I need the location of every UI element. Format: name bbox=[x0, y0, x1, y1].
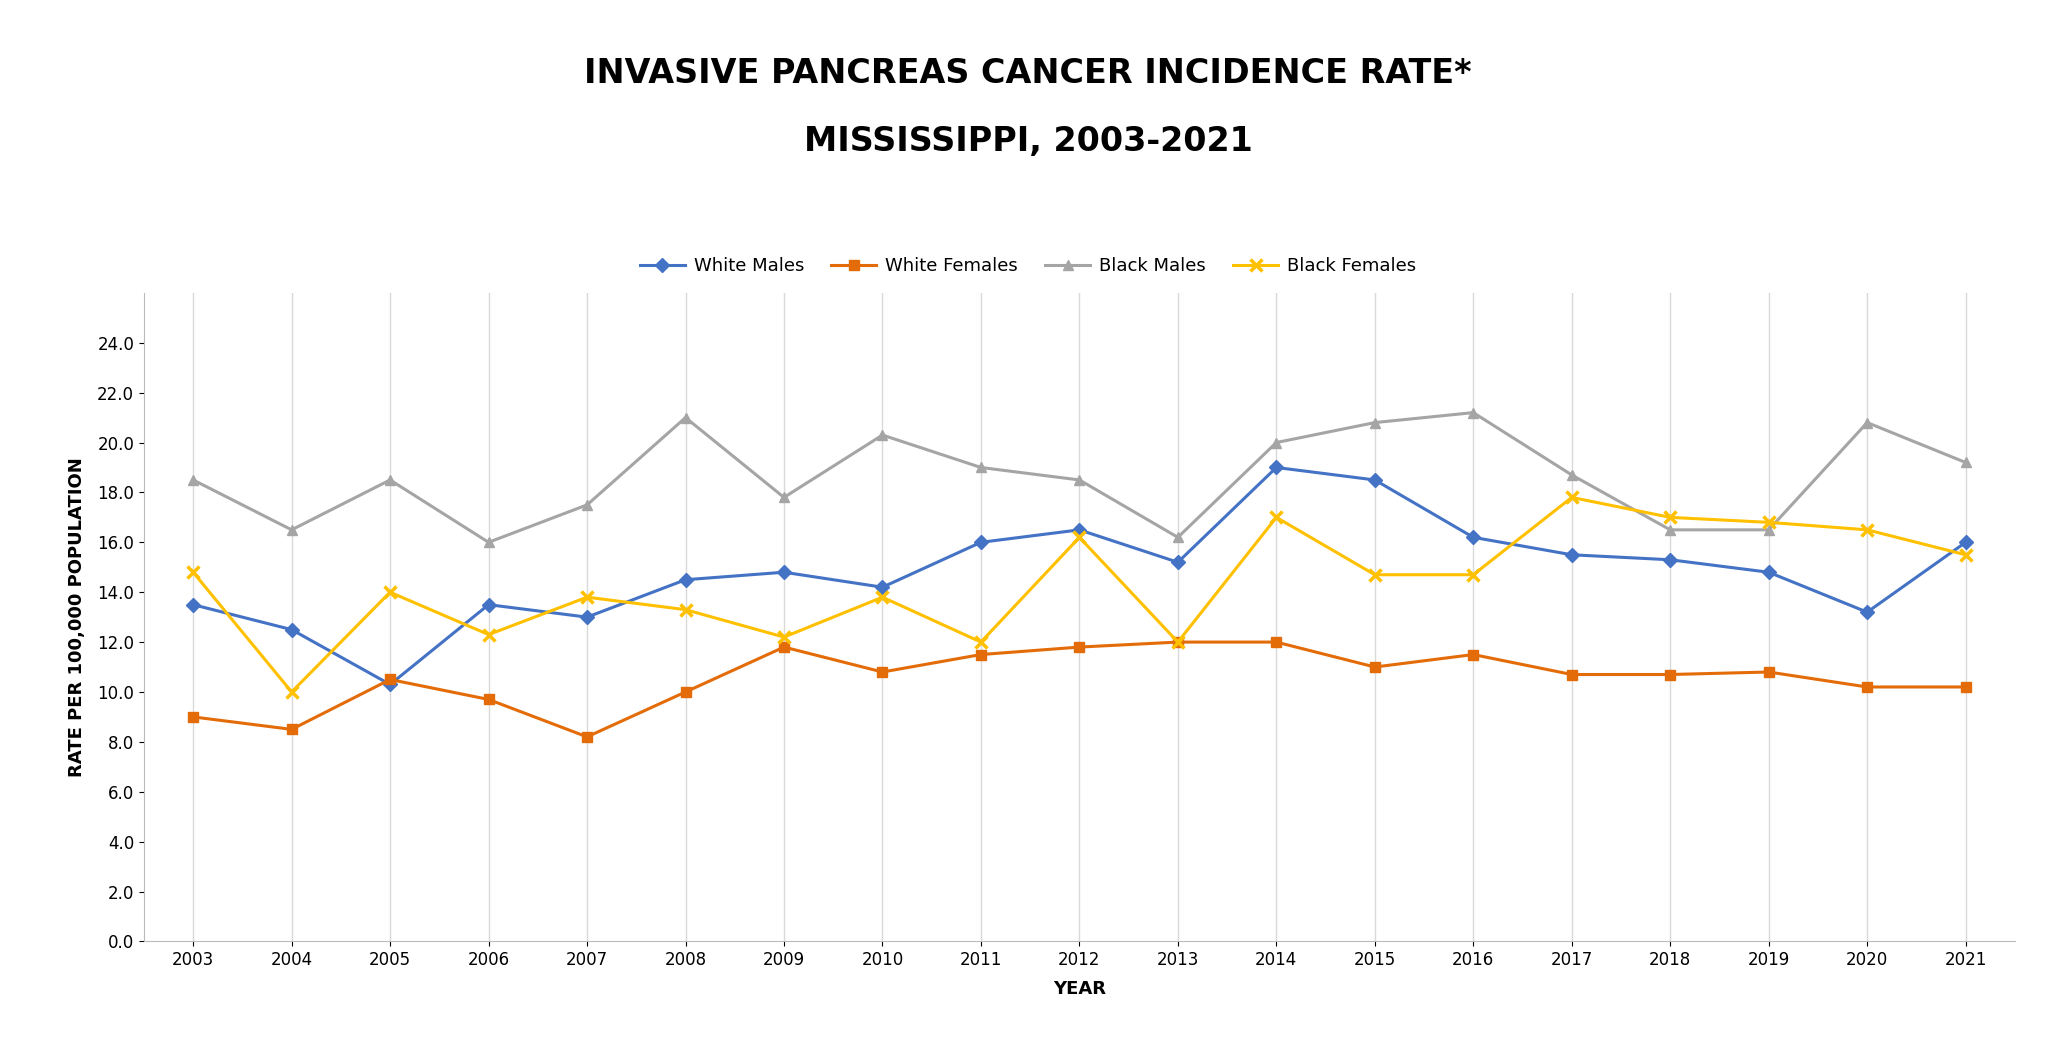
Black Males bbox=[1462, 406, 1486, 418]
White Females bbox=[771, 641, 796, 654]
White Females bbox=[280, 723, 304, 735]
White Males bbox=[1953, 536, 1978, 548]
Black Females bbox=[1657, 511, 1682, 524]
Black Females bbox=[1558, 492, 1583, 504]
White Males bbox=[1067, 524, 1092, 537]
Black Males bbox=[1756, 524, 1780, 537]
White Females bbox=[1363, 661, 1388, 674]
Black Males bbox=[378, 474, 403, 486]
White Females bbox=[181, 710, 206, 723]
White Males bbox=[771, 566, 796, 578]
Black Males bbox=[1657, 524, 1682, 537]
Y-axis label: RATE PER 100,000 POPULATION: RATE PER 100,000 POPULATION bbox=[68, 457, 86, 777]
White Females bbox=[576, 730, 600, 743]
Line: Black Males: Black Males bbox=[189, 408, 1970, 547]
Black Males bbox=[1264, 436, 1289, 449]
White Males bbox=[181, 598, 206, 611]
White Females bbox=[1953, 681, 1978, 693]
White Males bbox=[1166, 556, 1190, 569]
Black Females bbox=[1067, 531, 1092, 544]
Black Females bbox=[672, 604, 697, 616]
White Males bbox=[280, 623, 304, 636]
White Males bbox=[477, 598, 502, 611]
White Males bbox=[672, 573, 697, 586]
White Females bbox=[870, 665, 894, 678]
Black Males bbox=[1558, 469, 1583, 481]
X-axis label: YEAR: YEAR bbox=[1053, 980, 1106, 998]
Text: INVASIVE PANCREAS CANCER INCIDENCE RATE*: INVASIVE PANCREAS CANCER INCIDENCE RATE* bbox=[584, 56, 1472, 90]
Black Males bbox=[576, 499, 600, 511]
White Females bbox=[1166, 636, 1190, 649]
Black Females bbox=[280, 686, 304, 699]
Black Females bbox=[771, 631, 796, 643]
Line: Black Females: Black Females bbox=[187, 492, 1972, 699]
White Females bbox=[1462, 649, 1486, 661]
Black Males bbox=[1953, 456, 1978, 469]
White Males bbox=[1264, 461, 1289, 474]
White Males bbox=[1462, 531, 1486, 544]
Line: White Males: White Males bbox=[189, 462, 1970, 689]
White Males bbox=[576, 611, 600, 623]
Black Females bbox=[1953, 548, 1978, 561]
Black Females bbox=[378, 586, 403, 598]
White Males bbox=[1657, 553, 1682, 566]
Black Females bbox=[1855, 524, 1879, 537]
White Females bbox=[1657, 668, 1682, 681]
White Females bbox=[968, 649, 993, 661]
Black Males bbox=[181, 474, 206, 486]
White Males bbox=[1756, 566, 1780, 578]
Black Females bbox=[1462, 568, 1486, 581]
Black Females bbox=[181, 566, 206, 578]
Black Males bbox=[672, 411, 697, 424]
Black Females bbox=[1756, 516, 1780, 528]
White Females bbox=[1756, 665, 1780, 678]
White Females bbox=[378, 674, 403, 686]
White Females bbox=[1264, 636, 1289, 649]
Legend: White Males, White Females, Black Males, Black Females: White Males, White Females, Black Males,… bbox=[633, 250, 1423, 282]
Black Females bbox=[1264, 511, 1289, 524]
Black Females bbox=[576, 591, 600, 604]
Black Females bbox=[1363, 568, 1388, 581]
Black Males bbox=[1855, 416, 1879, 429]
White Males bbox=[968, 536, 993, 548]
Black Females bbox=[477, 629, 502, 641]
Black Males bbox=[1067, 474, 1092, 486]
Black Males bbox=[477, 536, 502, 548]
White Males bbox=[1855, 606, 1879, 618]
White Males bbox=[1558, 548, 1583, 561]
Text: MISSISSIPPI, 2003-2021: MISSISSIPPI, 2003-2021 bbox=[804, 124, 1252, 158]
Black Males bbox=[280, 524, 304, 537]
White Females bbox=[477, 693, 502, 706]
Line: White Females: White Females bbox=[189, 637, 1970, 742]
Black Males bbox=[1363, 416, 1388, 429]
Black Males bbox=[771, 492, 796, 504]
Black Males bbox=[1166, 531, 1190, 544]
Black Males bbox=[968, 461, 993, 474]
White Males bbox=[378, 678, 403, 690]
Black Females bbox=[1166, 636, 1190, 649]
White Females bbox=[1558, 668, 1583, 681]
Black Females bbox=[870, 591, 894, 604]
Black Males bbox=[870, 429, 894, 441]
White Females bbox=[1855, 681, 1879, 693]
White Females bbox=[672, 686, 697, 699]
White Males bbox=[870, 581, 894, 593]
White Males bbox=[1363, 474, 1388, 486]
Black Females bbox=[968, 636, 993, 649]
White Females bbox=[1067, 641, 1092, 654]
